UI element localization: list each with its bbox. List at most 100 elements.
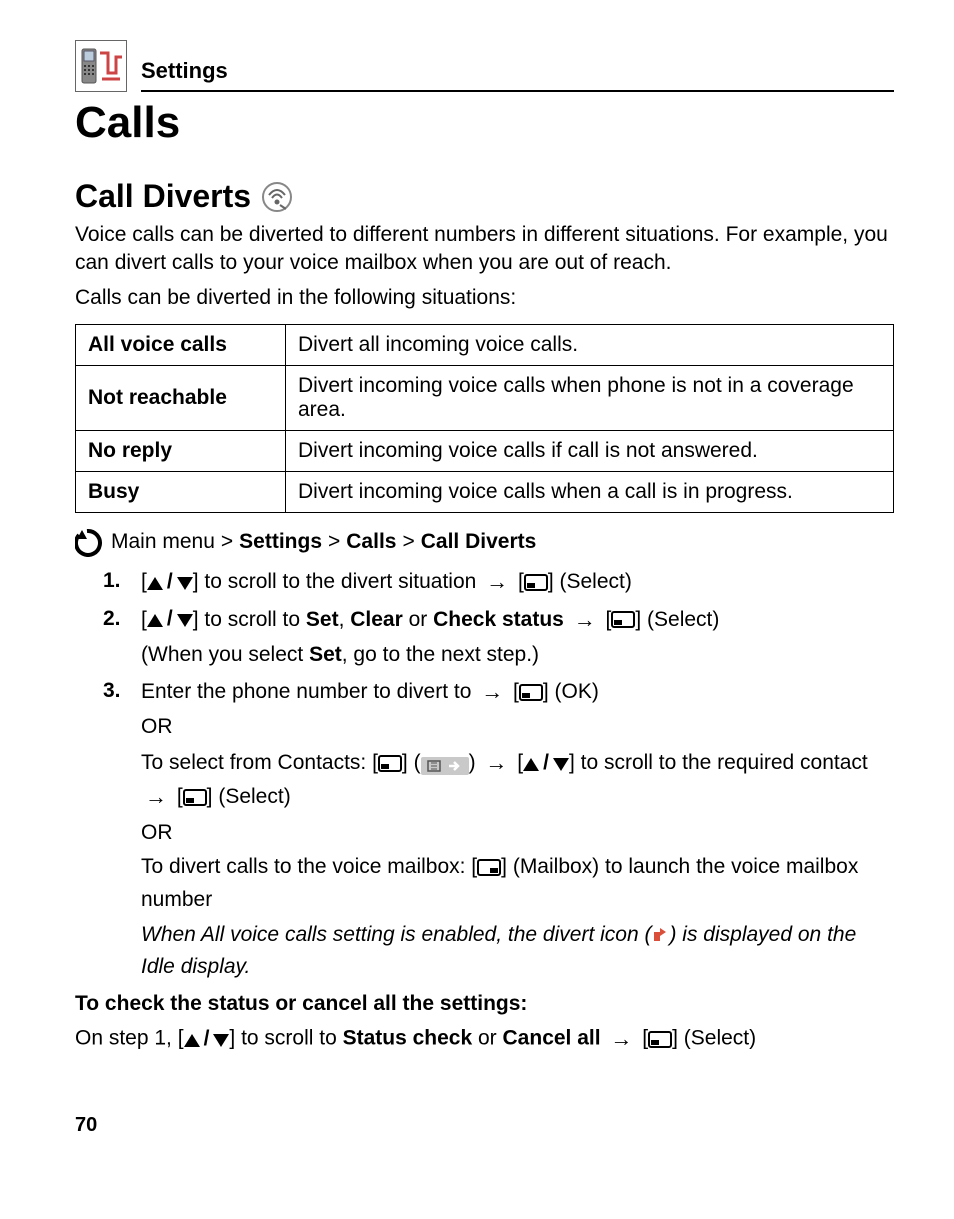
- step-item: 2. [/] to scroll to Set, Clear or Check …: [103, 603, 894, 672]
- step-sub: (When you select Set, go to the next ste…: [141, 639, 894, 672]
- nav-down-icon: [213, 1034, 229, 1047]
- step-text: (When you select: [141, 643, 309, 666]
- step-text: Enter the phone number to divert to: [141, 680, 477, 703]
- table-value-cell: Divert incoming voice calls if call is n…: [286, 431, 894, 472]
- nav-main-menu: Main menu: [111, 530, 215, 554]
- check-bold: Cancel all: [503, 1027, 601, 1050]
- step-text: ] (Select): [207, 785, 291, 808]
- left-softkey-icon: [519, 684, 543, 701]
- table-header-cell: Not reachable: [76, 366, 286, 431]
- page-number: 70: [75, 1114, 894, 1137]
- intro-paragraph-2: Calls can be diverted in the following s…: [75, 284, 894, 312]
- check-text: or: [472, 1027, 502, 1050]
- contacts-shortcut-icon: [421, 757, 469, 775]
- step-text: ] (: [402, 751, 421, 774]
- or-label: OR: [141, 711, 894, 744]
- step-bold: Check status: [433, 607, 564, 630]
- navigate-icon: [75, 527, 105, 557]
- step-text: , go to the next step.): [342, 643, 539, 666]
- or-label: OR: [141, 817, 894, 850]
- check-text: ] (Select): [672, 1027, 756, 1050]
- step-content: [/] to scroll to Set, Clear or Check sta…: [141, 603, 894, 672]
- arrow-right-icon: [486, 565, 508, 600]
- check-text: ] to scroll to: [229, 1027, 342, 1050]
- nav-down-icon: [177, 614, 193, 627]
- step-text: To divert calls to the voice mailbox: [: [141, 855, 477, 878]
- step-text: ,: [339, 607, 351, 630]
- left-softkey-icon: [611, 611, 635, 628]
- check-status-body: On step 1, [/] to scroll to Status check…: [75, 1024, 894, 1054]
- step-content: [/] to scroll to the divert situation []…: [141, 565, 894, 600]
- table-row: No reply Divert incoming voice calls if …: [76, 431, 894, 472]
- step-item: 1. [/] to scroll to the divert situation…: [103, 565, 894, 600]
- step-bold: Set: [306, 607, 339, 630]
- nav-down-icon: [553, 758, 569, 771]
- divert-status-icon: [651, 925, 669, 943]
- step-text: or: [403, 607, 433, 630]
- table-header-cell: No reply: [76, 431, 286, 472]
- arrow-right-icon: [610, 1024, 632, 1054]
- step-number: 3.: [103, 675, 127, 984]
- left-softkey-icon: [524, 574, 548, 591]
- step-bold: Clear: [350, 607, 403, 630]
- nav-sep: >: [221, 530, 233, 554]
- arrow-right-icon: [485, 746, 507, 781]
- section-heading-row: Call Diverts: [75, 178, 894, 215]
- nav-sep: >: [402, 530, 414, 554]
- nav-call-diverts: Call Diverts: [421, 530, 537, 554]
- table-header-cell: All voice calls: [76, 325, 286, 366]
- table-header-cell: Busy: [76, 472, 286, 513]
- page-header: Settings: [75, 40, 894, 92]
- nav-settings: Settings: [239, 530, 322, 554]
- step-sub: To select from Contacts: [] () [/] to sc…: [141, 746, 894, 815]
- arrow-right-icon: [481, 675, 503, 710]
- table-row: Busy Divert incoming voice calls when a …: [76, 472, 894, 513]
- step-number: 1.: [103, 565, 127, 600]
- table-row: All voice calls Divert all incoming voic…: [76, 325, 894, 366]
- divert-situations-table: All voice calls Divert all incoming voic…: [75, 324, 894, 513]
- table-value-cell: Divert incoming voice calls when a call …: [286, 472, 894, 513]
- intro-paragraph-1: Voice calls can be diverted to different…: [75, 221, 894, 278]
- page-title: Calls: [75, 98, 894, 148]
- step-number: 2.: [103, 603, 127, 672]
- header-section-label: Settings: [141, 58, 228, 83]
- nav-up-icon: [523, 758, 539, 771]
- left-softkey-icon: [183, 789, 207, 806]
- phone-manual-icon: [75, 40, 127, 92]
- nav-up-icon: [147, 614, 163, 627]
- step-text: ] to scroll to the required contact: [569, 751, 868, 774]
- note-text: When All voice calls setting is enabled,…: [141, 923, 651, 946]
- nav-down-icon: [177, 577, 193, 590]
- nav-up-icon: [184, 1034, 200, 1047]
- arrow-right-icon: [574, 603, 596, 638]
- left-softkey-icon: [378, 755, 402, 772]
- network-dependent-icon: [261, 181, 293, 213]
- step-text: ] (Select): [548, 570, 632, 593]
- nav-up-icon: [147, 577, 163, 590]
- table-value-cell: Divert incoming voice calls when phone i…: [286, 366, 894, 431]
- nav-sep: >: [328, 530, 340, 554]
- table-value-cell: Divert all incoming voice calls.: [286, 325, 894, 366]
- step-note: When All voice calls setting is enabled,…: [141, 919, 894, 984]
- right-softkey-icon: [477, 859, 501, 876]
- step-text: To select from Contacts: [: [141, 751, 378, 774]
- table-row: Not reachable Divert incoming voice call…: [76, 366, 894, 431]
- step-content: Enter the phone number to divert to [] (…: [141, 675, 894, 984]
- step-text: ): [469, 751, 482, 774]
- step-bold: Set: [309, 643, 342, 666]
- left-softkey-icon: [648, 1031, 672, 1048]
- step-text: ] (Select): [635, 607, 719, 630]
- menu-navigation-path: Main menu > Settings > Calls > Call Dive…: [75, 527, 894, 557]
- check-text: On step 1, [: [75, 1027, 184, 1050]
- arrow-right-icon: [145, 780, 167, 815]
- nav-calls: Calls: [346, 530, 396, 554]
- section-heading: Call Diverts: [75, 178, 251, 215]
- step-text: ] to scroll to: [193, 607, 306, 630]
- step-sub: To divert calls to the voice mailbox: []…: [141, 851, 894, 916]
- steps-list: 1. [/] to scroll to the divert situation…: [103, 565, 894, 984]
- check-status-heading: To check the status or cancel all the se…: [75, 990, 894, 1018]
- step-text: ] (OK): [543, 680, 599, 703]
- step-item: 3. Enter the phone number to divert to […: [103, 675, 894, 984]
- step-text: ] to scroll to the divert situation: [193, 570, 482, 593]
- check-bold: Status check: [343, 1027, 473, 1050]
